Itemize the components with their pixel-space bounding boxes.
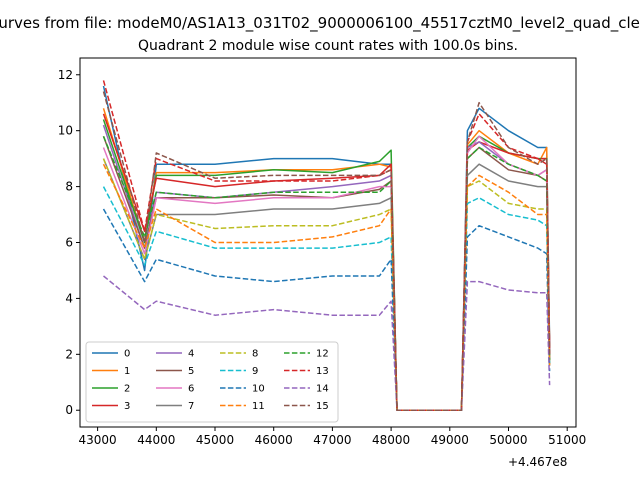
legend-label-14: 14 — [316, 384, 329, 395]
y-tick-label: 12 — [58, 68, 73, 82]
x-tick-label: 50000 — [489, 433, 527, 447]
legend-box — [85, 341, 339, 423]
series-line-14 — [103, 275, 551, 411]
series-line-9 — [102, 186, 551, 411]
legend-label-0: 0 — [124, 349, 130, 360]
chart-title: Quadrant 2 module wise count rates with … — [138, 38, 518, 54]
legend-label-4: 4 — [188, 349, 194, 360]
y-tick-label: 2 — [65, 347, 73, 361]
legend-label-10: 10 — [252, 384, 265, 395]
legend-label-1: 1 — [124, 366, 130, 377]
y-tick-label: 4 — [65, 291, 73, 305]
legend-label-9: 9 — [252, 366, 258, 377]
x-tick-label: 45000 — [196, 433, 234, 447]
legend-label-13: 13 — [316, 366, 329, 377]
series-line-15 — [102, 91, 551, 411]
x-tick-label: 47000 — [313, 433, 351, 447]
y-tick-label: 6 — [65, 236, 73, 250]
x-offset-label: +4.467e8 — [508, 455, 567, 469]
y-tick-label: 8 — [65, 180, 73, 194]
legend-label-2: 2 — [124, 384, 130, 395]
series-line-13 — [102, 80, 551, 411]
y-tick-label: 0 — [65, 403, 73, 417]
figure-suptitle: Lightcurves from file: modeM0/AS1A13_031… — [0, 14, 640, 33]
legend-label-11: 11 — [252, 401, 265, 412]
legend-label-8: 8 — [252, 349, 258, 360]
series-line-11 — [102, 163, 551, 411]
x-tick-label: 46000 — [255, 433, 293, 447]
legend-label-3: 3 — [124, 401, 130, 412]
x-tick-label: 49000 — [431, 433, 469, 447]
y-tick-label: 10 — [58, 124, 73, 138]
legend-label-5: 5 — [188, 366, 194, 377]
series-layer — [102, 80, 551, 411]
x-tick-label: 43000 — [79, 433, 117, 447]
x-tick-label: 51000 — [548, 433, 586, 447]
legend-label-12: 12 — [316, 349, 329, 360]
legend-label-7: 7 — [188, 401, 194, 412]
x-tick-label: 48000 — [372, 433, 410, 447]
x-tick-label: 44000 — [137, 433, 175, 447]
legend-label-15: 15 — [316, 401, 329, 412]
legend-label-6: 6 — [188, 384, 194, 395]
axes: 43000 44000 45000 46000 47000 48000 49000 50000… — [58, 57, 586, 447]
